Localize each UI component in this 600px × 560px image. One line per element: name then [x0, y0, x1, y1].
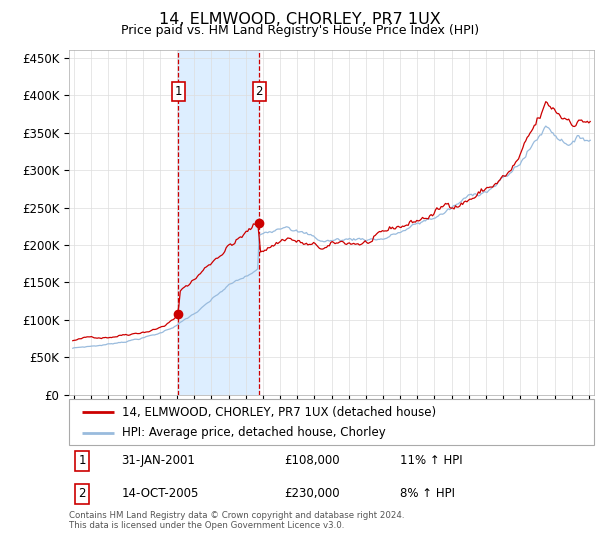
Text: Price paid vs. HM Land Registry's House Price Index (HPI): Price paid vs. HM Land Registry's House …: [121, 24, 479, 36]
Text: 1: 1: [175, 85, 182, 98]
Text: 2: 2: [256, 85, 263, 98]
Text: 14, ELMWOOD, CHORLEY, PR7 1UX (detached house): 14, ELMWOOD, CHORLEY, PR7 1UX (detached …: [121, 405, 436, 419]
Text: 2: 2: [79, 487, 86, 501]
Text: £230,000: £230,000: [284, 487, 340, 501]
Text: 14-OCT-2005: 14-OCT-2005: [121, 487, 199, 501]
Text: HPI: Average price, detached house, Chorley: HPI: Average price, detached house, Chor…: [121, 426, 385, 439]
Text: £108,000: £108,000: [284, 454, 340, 468]
Text: 8% ↑ HPI: 8% ↑ HPI: [400, 487, 455, 501]
Text: 11% ↑ HPI: 11% ↑ HPI: [400, 454, 463, 468]
Text: 31-JAN-2001: 31-JAN-2001: [121, 454, 196, 468]
Text: 14, ELMWOOD, CHORLEY, PR7 1UX: 14, ELMWOOD, CHORLEY, PR7 1UX: [159, 12, 441, 27]
Text: Contains HM Land Registry data © Crown copyright and database right 2024.
This d: Contains HM Land Registry data © Crown c…: [69, 511, 404, 530]
Text: 1: 1: [79, 454, 86, 468]
Bar: [178, 50, 259, 395]
